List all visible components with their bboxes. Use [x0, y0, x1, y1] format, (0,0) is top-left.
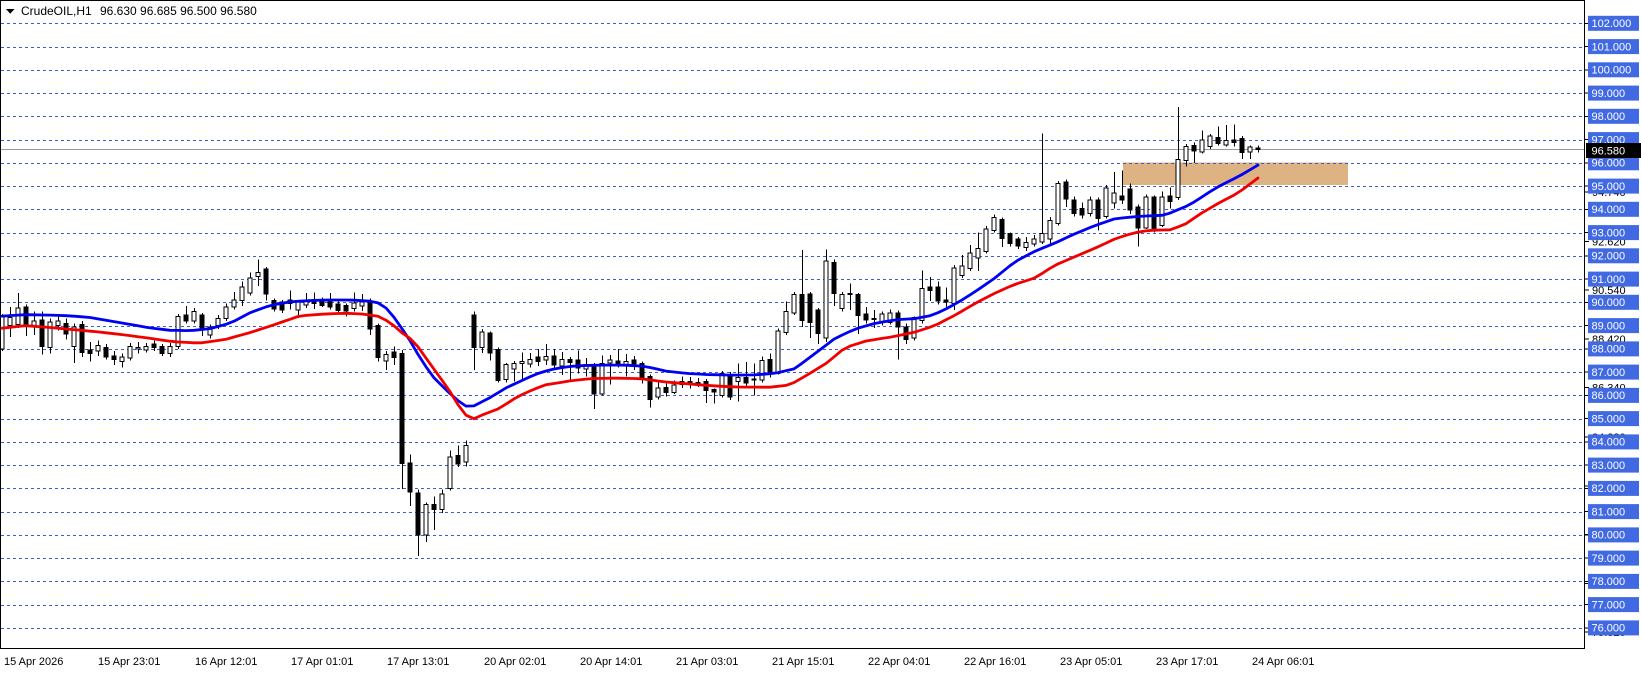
svg-text:95.000: 95.000 — [1592, 181, 1626, 193]
svg-text:76.000: 76.000 — [1592, 623, 1626, 635]
svg-text:82.000: 82.000 — [1592, 483, 1626, 495]
svg-text:96.630 96.685 96.500 96.580: 96.630 96.685 96.500 96.580 — [100, 4, 257, 18]
svg-text:96.580: 96.580 — [1592, 145, 1626, 157]
svg-text:90.540: 90.540 — [1592, 285, 1626, 297]
svg-text:92.000: 92.000 — [1592, 251, 1626, 263]
svg-text:99.000: 99.000 — [1592, 88, 1626, 100]
svg-text:22 Apr 16:01: 22 Apr 16:01 — [964, 656, 1026, 668]
svg-text:78.000: 78.000 — [1592, 576, 1626, 588]
svg-text:15 Apr 23:01: 15 Apr 23:01 — [98, 656, 160, 668]
svg-text:102.000: 102.000 — [1592, 18, 1632, 30]
svg-text:17 Apr 13:01: 17 Apr 13:01 — [387, 656, 449, 668]
svg-text:21 Apr 15:01: 21 Apr 15:01 — [772, 656, 834, 668]
svg-text:15 Apr 2026: 15 Apr 2026 — [4, 656, 63, 668]
svg-text:90.000: 90.000 — [1592, 297, 1626, 309]
svg-text:20 Apr 02:01: 20 Apr 02:01 — [484, 656, 546, 668]
svg-text:96.000: 96.000 — [1592, 158, 1626, 170]
svg-text:16 Apr 12:01: 16 Apr 12:01 — [195, 656, 257, 668]
svg-text:101.000: 101.000 — [1592, 41, 1632, 53]
svg-text:22 Apr 04:01: 22 Apr 04:01 — [868, 656, 930, 668]
svg-text:89.000: 89.000 — [1592, 320, 1626, 332]
svg-text:94.000: 94.000 — [1592, 204, 1626, 216]
svg-text:93.000: 93.000 — [1592, 227, 1626, 239]
svg-text:83.000: 83.000 — [1592, 460, 1626, 472]
svg-text:100.000: 100.000 — [1592, 65, 1632, 77]
svg-text:85.000: 85.000 — [1592, 413, 1626, 425]
svg-text:CrudeOIL,H1: CrudeOIL,H1 — [21, 4, 92, 18]
svg-text:80.000: 80.000 — [1592, 530, 1626, 542]
svg-text:88.000: 88.000 — [1592, 344, 1626, 356]
svg-text:20 Apr 14:01: 20 Apr 14:01 — [580, 656, 642, 668]
svg-text:98.000: 98.000 — [1592, 111, 1626, 123]
svg-text:24 Apr 06:01: 24 Apr 06:01 — [1252, 656, 1314, 668]
svg-text:21 Apr 03:01: 21 Apr 03:01 — [676, 656, 738, 668]
svg-text:91.000: 91.000 — [1592, 274, 1626, 286]
svg-text:81.000: 81.000 — [1592, 506, 1626, 518]
svg-text:23 Apr 17:01: 23 Apr 17:01 — [1156, 656, 1218, 668]
svg-text:23 Apr 05:01: 23 Apr 05:01 — [1060, 656, 1122, 668]
svg-text:79.000: 79.000 — [1592, 553, 1626, 565]
svg-text:86.000: 86.000 — [1592, 390, 1626, 402]
svg-text:17 Apr 01:01: 17 Apr 01:01 — [291, 656, 353, 668]
svg-text:84.000: 84.000 — [1592, 437, 1626, 449]
svg-text:87.000: 87.000 — [1592, 367, 1626, 379]
svg-text:77.000: 77.000 — [1592, 599, 1626, 611]
